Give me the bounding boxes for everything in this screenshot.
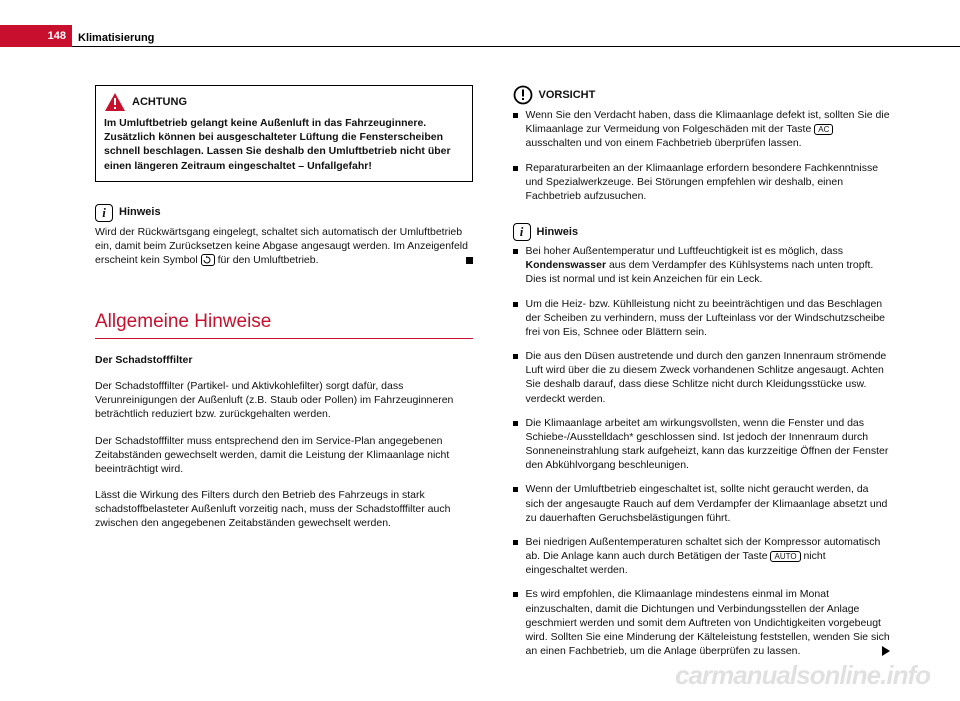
- content-columns: ACHTUNG Im Umluftbetrieb gelangt keine A…: [95, 85, 890, 661]
- hinweis-title-left: Hinweis: [119, 205, 161, 220]
- page-number-tab: 148: [0, 25, 72, 47]
- filter-p3: Lässt die Wirkung des Filters durch den …: [95, 488, 473, 531]
- vorsicht-title: VORSICHT: [539, 88, 596, 103]
- hinweis-bullet-7: Es wird empfohlen, die Klimaanlage minde…: [513, 587, 891, 658]
- bullet-icon: [513, 166, 518, 171]
- right-column: VORSICHT Wenn Sie den Verdacht haben, da…: [513, 85, 891, 661]
- hinweis-bullet-3: Die aus den Düsen austretende und durch …: [513, 349, 891, 406]
- auto-button-icon: AUTO: [770, 551, 800, 563]
- filter-subheading: Der Schadstofffilter: [95, 353, 473, 367]
- bullet-icon: [513, 540, 518, 545]
- vorsicht-bullet-1: Wenn Sie den Verdacht haben, dass die Kl…: [513, 108, 891, 151]
- section-end-icon: [466, 257, 473, 264]
- umluft-symbol-icon: [201, 254, 215, 266]
- achtung-title: ACHTUNG: [132, 95, 187, 110]
- filter-p1: Der Schadstofffilter (Partikel- und Akti…: [95, 379, 473, 422]
- filter-p2: Der Schadstofffilter muss entsprechend d…: [95, 434, 473, 477]
- achtung-heading: ACHTUNG: [96, 86, 472, 114]
- bullet-icon: [513, 592, 518, 597]
- caution-circle-icon: [513, 85, 533, 105]
- hinweis-bullet-1: Bei hoher Außentemperatur und Luftfeucht…: [513, 244, 891, 287]
- hinweis-bullet-5: Wenn der Umluftbetrieb eingeschaltet ist…: [513, 482, 891, 525]
- ac-button-icon: AC: [814, 124, 833, 136]
- bullet-icon: [513, 354, 518, 359]
- heading-rule: [95, 338, 473, 339]
- bullet-icon: [513, 487, 518, 492]
- hinweis-body-left: Wird der Rückwärtsgang eingelegt, schalt…: [95, 225, 473, 268]
- hinweis-bullet-2: Um die Heiz- bzw. Kühlleistung nicht zu …: [513, 297, 891, 340]
- hinweis-title-right: Hinweis: [537, 225, 579, 240]
- bullet-icon: [513, 249, 518, 254]
- vorsicht-bullet-2: Reparaturarbeiten an der Klimaanlage erf…: [513, 161, 891, 204]
- hinweis-bullet-4: Die Klimaanlage arbeitet am wirkungsvoll…: [513, 416, 891, 473]
- section-title: Klimatisierung: [72, 25, 960, 47]
- info-icon: i: [95, 204, 113, 222]
- hinweis-heading-right: i Hinweis: [513, 223, 891, 241]
- achtung-box: ACHTUNG Im Umluftbetrieb gelangt keine A…: [95, 85, 473, 182]
- hinweis-bullet-6: Bei niedrigen Außentemperaturen schaltet…: [513, 535, 891, 578]
- hinweis-heading-left: i Hinweis: [95, 204, 473, 222]
- bullet-icon: [513, 302, 518, 307]
- bullet-icon: [513, 113, 518, 118]
- left-column: ACHTUNG Im Umluftbetrieb gelangt keine A…: [95, 85, 473, 661]
- warning-triangle-icon: [104, 92, 126, 112]
- continue-arrow-icon: [882, 646, 890, 656]
- general-heading: Allgemeine Hinweise: [95, 309, 473, 335]
- vorsicht-heading: VORSICHT: [513, 85, 891, 105]
- page-header: 148 Klimatisierung: [0, 25, 960, 47]
- watermark: carmanualsonline.info: [675, 660, 930, 691]
- achtung-body: Im Umluftbetrieb gelangt keine Außenluft…: [96, 114, 472, 181]
- bullet-icon: [513, 421, 518, 426]
- info-icon: i: [513, 223, 531, 241]
